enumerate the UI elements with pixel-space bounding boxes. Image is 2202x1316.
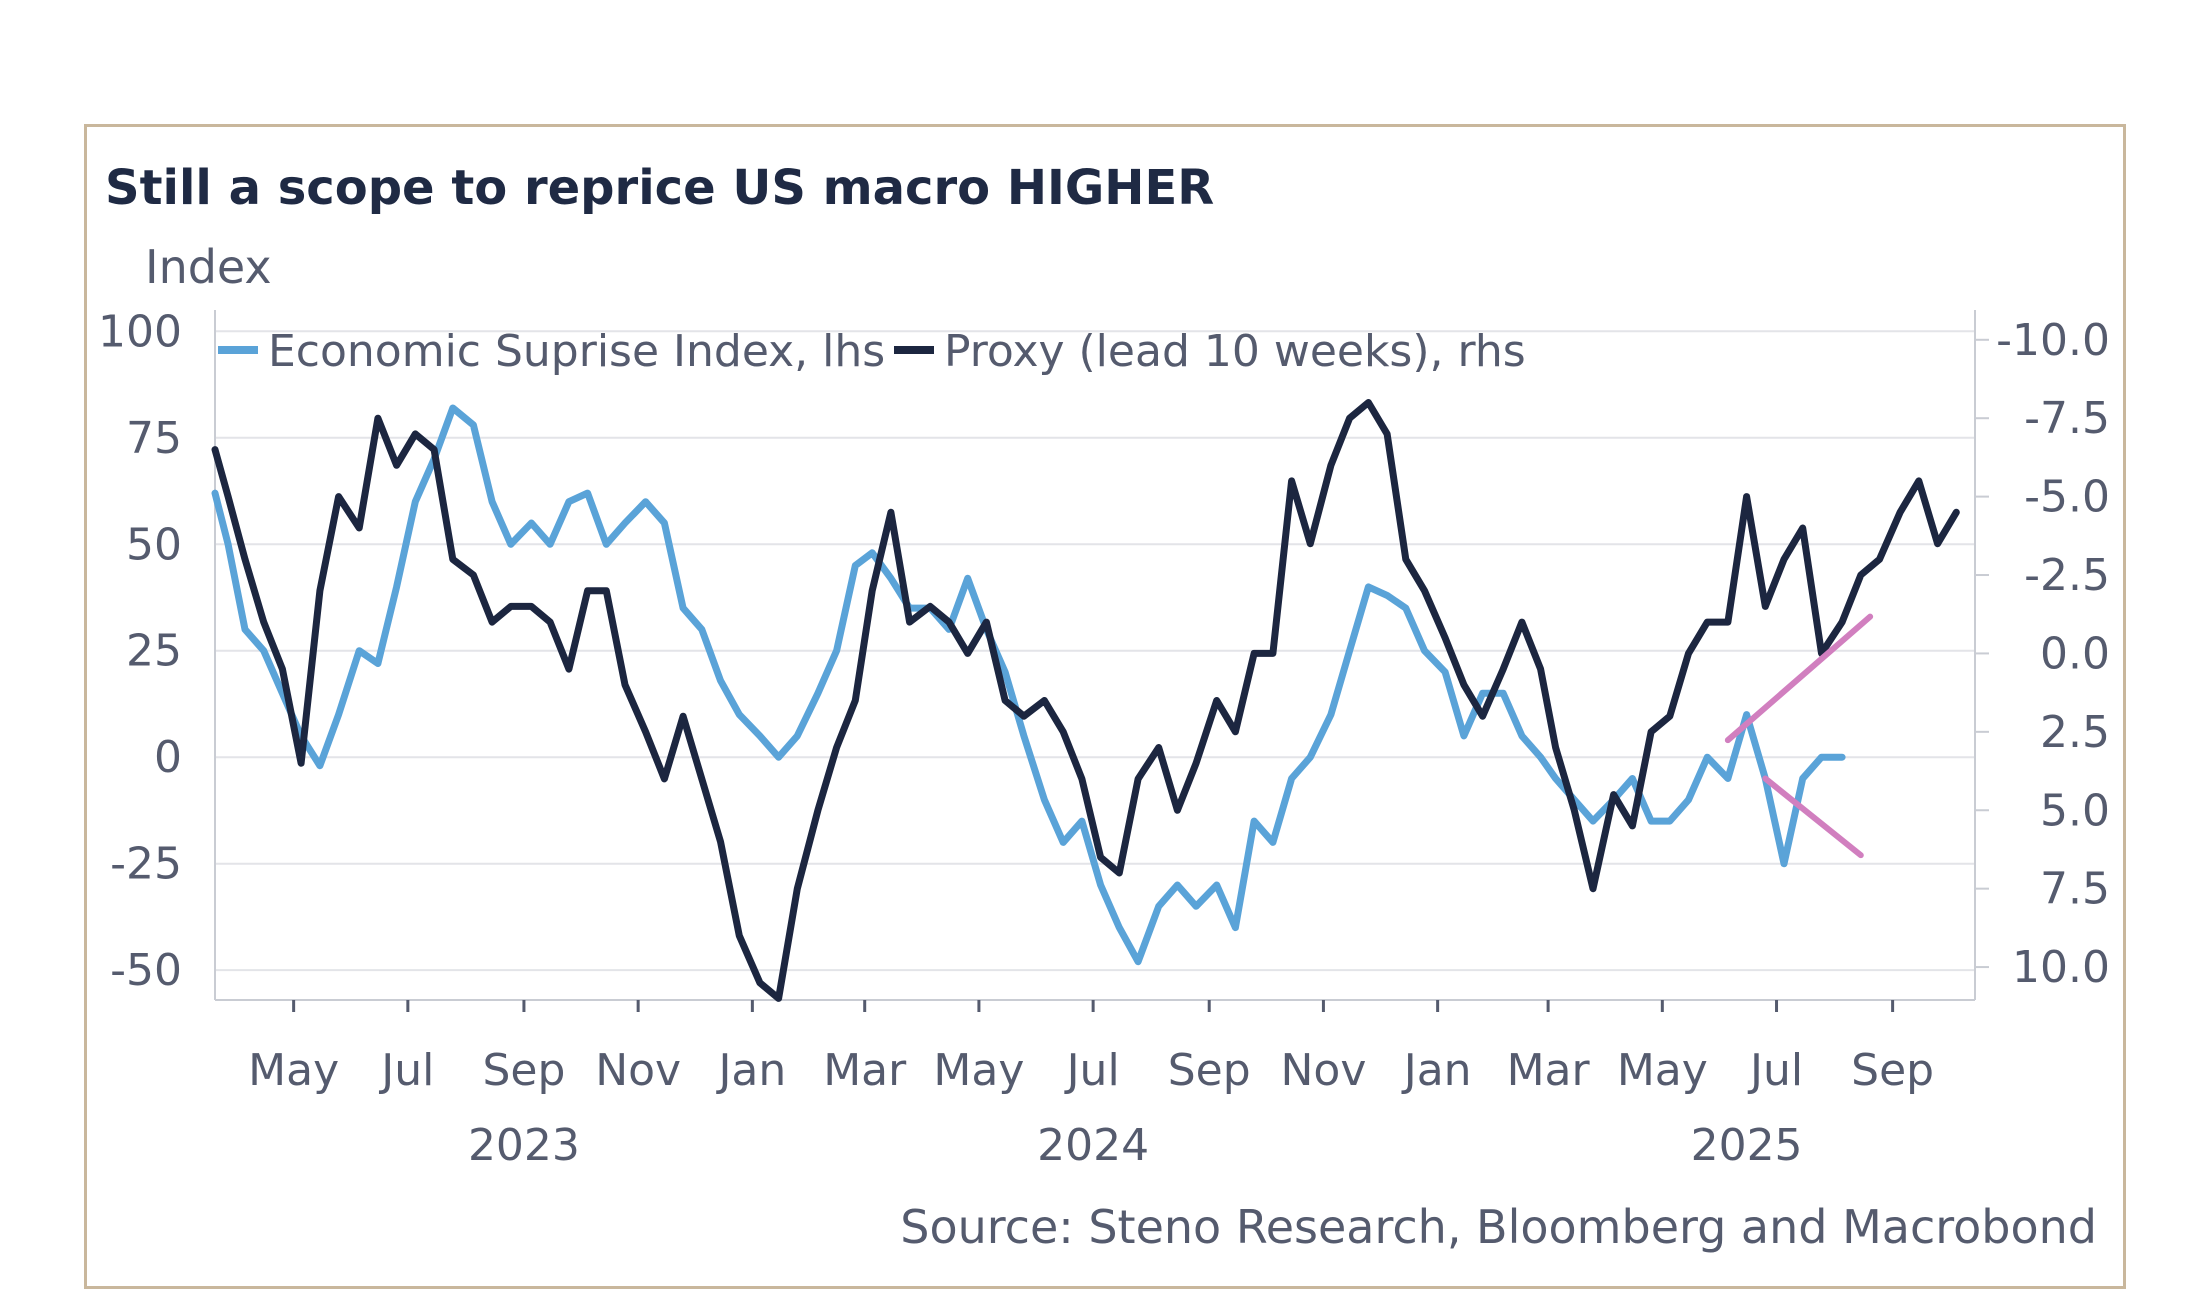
month-tick-label: Jul <box>1064 1045 1120 1096</box>
right-tick-label: 10.0 <box>2012 942 2110 993</box>
left-tick-label: -25 <box>110 839 182 890</box>
annotation-arrow-up <box>1724 613 1874 744</box>
left-tick-label: -50 <box>110 945 182 996</box>
month-tick-label: May <box>248 1045 339 1096</box>
source-note: Source: Steno Research, Bloomberg and Ma… <box>900 1200 2097 1254</box>
right-tick-label: -5.0 <box>2024 472 2110 523</box>
left-tick-label: 0 <box>154 732 182 783</box>
month-tick-label: Nov <box>1280 1045 1366 1096</box>
month-tick-label: May <box>1617 1045 1708 1096</box>
month-tick-label: Jul <box>378 1045 434 1096</box>
right-tick-label: 5.0 <box>2040 785 2110 836</box>
left-tick-label: 75 <box>126 413 182 464</box>
month-tick-label: Sep <box>1168 1045 1251 1096</box>
month-tick-label: Sep <box>1851 1045 1934 1096</box>
right-tick-label: -10.0 <box>1996 315 2110 366</box>
series-line-proxy <box>211 399 1960 1002</box>
month-tick-label: Jan <box>715 1045 786 1096</box>
legend: Economic Suprise Index, lhs Proxy (lead 1… <box>218 326 1526 377</box>
left-tick-label: 50 <box>126 519 182 570</box>
month-tick-label: Jan <box>1401 1045 1472 1096</box>
chart-frame <box>84 124 2126 1289</box>
legend-label: Economic Suprise Index, lhs <box>268 326 885 377</box>
annotations <box>1724 613 1874 859</box>
month-tick-label: Mar <box>823 1045 907 1096</box>
left-tick-label: 100 <box>98 306 182 357</box>
year-tick-label: 2023 <box>468 1120 580 1171</box>
right-tick-label: 0.0 <box>2040 628 2110 679</box>
right-tick-label: 7.5 <box>2040 864 2110 915</box>
month-tick-label: Nov <box>595 1045 681 1096</box>
right-tick-label: -2.5 <box>2024 550 2110 601</box>
legend-label: Proxy (lead 10 weeks), rhs <box>944 326 1526 377</box>
annotation-arrow-down <box>1762 775 1864 859</box>
chart-title: Still a scope to reprice US macro HIGHER <box>105 160 1215 216</box>
right-tick-label: 2.5 <box>2040 707 2110 758</box>
left-tick-label: 25 <box>126 626 182 677</box>
month-tick-label: May <box>933 1045 1024 1096</box>
y-axis-unit-label: Index <box>145 240 272 294</box>
year-tick-label: 2025 <box>1691 1120 1803 1171</box>
year-tick-label: 2024 <box>1037 1120 1149 1171</box>
month-tick-label: Sep <box>482 1045 565 1096</box>
month-tick-label: Jul <box>1747 1045 1803 1096</box>
axes: 100 75 50 25 0 -25 -50 -10.0 -7.5 -5.0 -2.5 0.0 2.5 5… <box>98 306 2110 1171</box>
month-tick-label: Mar <box>1507 1045 1591 1096</box>
right-tick-label: -7.5 <box>2024 393 2110 444</box>
series-lines <box>211 399 1960 1002</box>
